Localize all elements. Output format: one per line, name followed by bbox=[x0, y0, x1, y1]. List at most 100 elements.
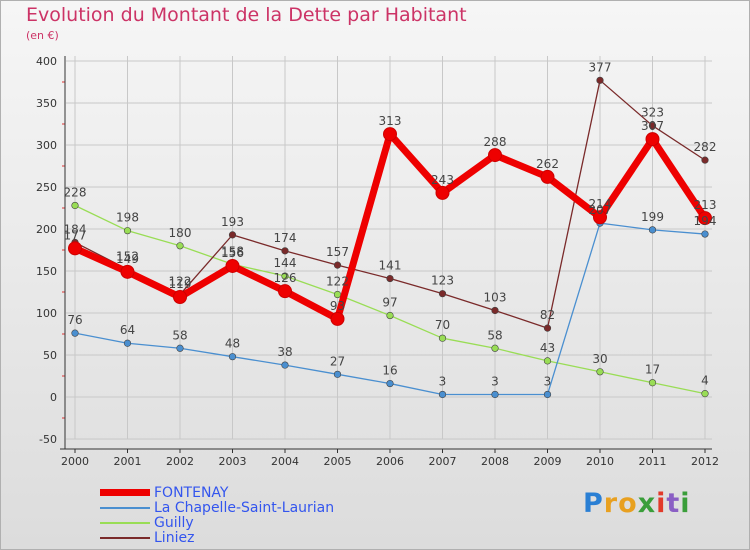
data-point bbox=[491, 344, 499, 352]
unit-label: (en €) bbox=[26, 29, 59, 42]
data-label: 198 bbox=[116, 211, 139, 225]
logo-letter: t bbox=[666, 488, 681, 519]
data-labels: 177 149 119 156 126 93 313 243 288 262 214 307 213 76… bbox=[64, 60, 717, 388]
data-label: 3 bbox=[439, 374, 447, 388]
data-label: 70 bbox=[435, 318, 450, 332]
data-point bbox=[543, 324, 552, 332]
data-label: 38 bbox=[277, 345, 292, 359]
data-point bbox=[383, 127, 397, 142]
data-point bbox=[596, 76, 604, 84]
x-tick-label: 2007 bbox=[429, 455, 457, 468]
data-point bbox=[540, 169, 555, 184]
data-label: 144 bbox=[274, 256, 297, 270]
data-point bbox=[333, 261, 342, 269]
y-tick-label: 300 bbox=[36, 139, 57, 152]
logo-letter: r bbox=[603, 488, 619, 519]
data-label: 43 bbox=[540, 341, 555, 355]
legend-swatch bbox=[100, 489, 150, 496]
data-label: 213 bbox=[694, 198, 717, 212]
data-label: 156 bbox=[221, 246, 244, 260]
data-point bbox=[176, 242, 184, 250]
legend-swatch bbox=[100, 536, 150, 539]
proxiti-logo: Proxiti bbox=[583, 488, 691, 519]
x-tick-label: 2009 bbox=[534, 455, 562, 468]
data-label: 282 bbox=[694, 140, 717, 154]
y-tick-label: 150 bbox=[36, 265, 57, 278]
data-label: 184 bbox=[64, 222, 87, 236]
y-tick-label: 250 bbox=[36, 181, 57, 194]
data-label: 288 bbox=[484, 135, 507, 149]
data-label: 126 bbox=[274, 271, 297, 285]
data-point bbox=[701, 390, 709, 398]
logo-letter: x bbox=[637, 488, 657, 519]
data-point bbox=[330, 311, 345, 326]
data-point bbox=[593, 210, 607, 225]
y-tick-label: 100 bbox=[36, 307, 57, 320]
data-label: 64 bbox=[120, 323, 135, 337]
y-tick-label: 350 bbox=[36, 97, 57, 110]
data-point bbox=[701, 156, 709, 164]
legend-swatch bbox=[100, 521, 150, 524]
data-label: 377 bbox=[589, 60, 612, 74]
data-label: 123 bbox=[431, 274, 454, 288]
legend-item-2: Guilly bbox=[100, 514, 194, 531]
data-point bbox=[281, 272, 289, 280]
x-tick-label: 2001 bbox=[114, 455, 142, 468]
legend-label: Liniez bbox=[154, 529, 195, 546]
data-label: 177 bbox=[64, 228, 87, 242]
data-label: 193 bbox=[221, 215, 244, 229]
data-point bbox=[386, 311, 394, 320]
data-point bbox=[438, 290, 447, 298]
data-point bbox=[281, 247, 289, 255]
y-tick-label: 0 bbox=[50, 391, 57, 404]
data-point bbox=[648, 379, 657, 387]
data-point bbox=[71, 329, 79, 337]
x-tick-label: 2004 bbox=[271, 455, 299, 468]
data-point bbox=[698, 211, 712, 226]
legend-label: FONTENAY bbox=[154, 484, 229, 501]
x-tick-label: 2000 bbox=[61, 455, 89, 468]
y-tick-label: 50 bbox=[43, 349, 57, 362]
data-label: 180 bbox=[169, 226, 192, 240]
data-point bbox=[488, 148, 502, 163]
data-point bbox=[386, 274, 394, 283]
data-point bbox=[543, 390, 552, 399]
data-point bbox=[68, 241, 82, 256]
data-label: 27 bbox=[330, 354, 345, 368]
data-point bbox=[438, 390, 447, 399]
logo-letter: o bbox=[618, 488, 638, 519]
data-label: 228 bbox=[64, 185, 87, 199]
data-label: 122 bbox=[169, 275, 192, 289]
data-label: 141 bbox=[379, 259, 402, 273]
data-label: 122 bbox=[326, 275, 349, 289]
legend-label: Guilly bbox=[154, 514, 194, 531]
x-tick-label: 2008 bbox=[481, 455, 509, 468]
data-point bbox=[176, 344, 184, 352]
data-point bbox=[333, 290, 342, 299]
data-point bbox=[491, 390, 499, 399]
data-label: 152 bbox=[116, 249, 139, 263]
data-point bbox=[701, 230, 709, 238]
data-label: 82 bbox=[540, 308, 555, 322]
data-point bbox=[648, 226, 657, 234]
chart-title: Evolution du Montant de la Dette par Hab… bbox=[26, 4, 467, 26]
data-label: 3 bbox=[544, 374, 552, 388]
data-label: 262 bbox=[536, 157, 559, 171]
data-point bbox=[645, 132, 660, 147]
series-lines bbox=[68, 76, 712, 399]
x-tick-label: 2006 bbox=[376, 455, 404, 468]
data-label: 93 bbox=[330, 299, 345, 313]
data-label: 158 bbox=[221, 244, 244, 258]
data-label: 4 bbox=[701, 374, 709, 388]
x-tick-label: 2002 bbox=[166, 455, 194, 468]
data-label: 48 bbox=[225, 337, 240, 351]
data-point bbox=[438, 334, 447, 342]
data-label: 97 bbox=[382, 296, 397, 310]
data-point bbox=[120, 264, 135, 279]
data-point bbox=[123, 339, 132, 347]
data-label: 194 bbox=[694, 214, 717, 228]
data-point bbox=[278, 284, 292, 299]
data-point bbox=[71, 201, 79, 210]
data-label: 58 bbox=[487, 328, 502, 342]
